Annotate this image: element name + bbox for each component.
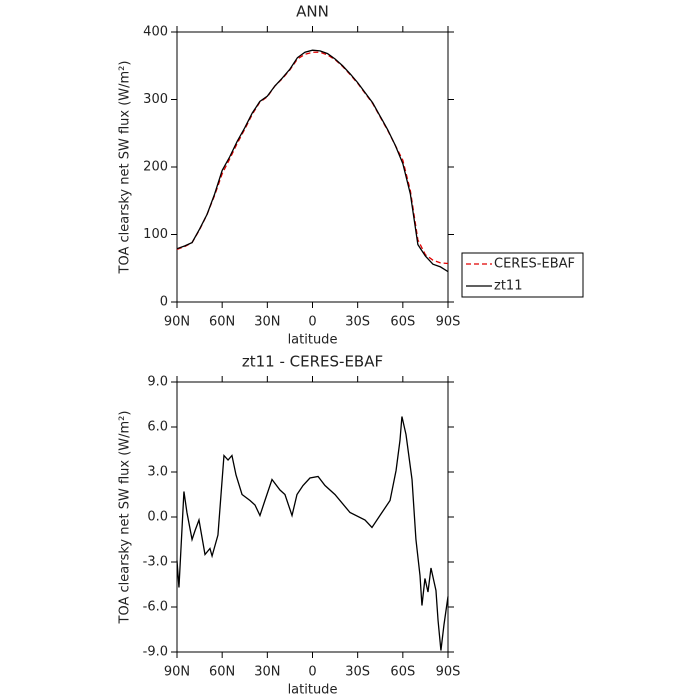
x-tick-label: 30S xyxy=(345,315,370,330)
y-tick-label: 0 xyxy=(160,295,168,310)
x-tick-label: 90N xyxy=(164,665,190,680)
y-axis-label: TOA clearsky net SW flux (W/m²) xyxy=(118,411,133,625)
y-tick-label: -6.0 xyxy=(143,600,168,615)
x-tick-label: 90S xyxy=(436,665,461,680)
y-tick-label: 9.0 xyxy=(147,375,168,390)
y-tick-label: -3.0 xyxy=(143,555,168,570)
y-tick-label: 100 xyxy=(143,227,168,242)
x-tick-label: 60S xyxy=(390,315,415,330)
y-tick-label: 3.0 xyxy=(147,465,168,480)
data-line xyxy=(176,51,449,265)
x-tick-label: 30S xyxy=(345,665,370,680)
x-tick-label: 60N xyxy=(209,315,235,330)
x-tick-label: 60S xyxy=(390,665,415,680)
legend-box xyxy=(461,252,584,298)
x-tick-label: 60N xyxy=(209,665,235,680)
chart-title: zt11 - CERES-EBAF xyxy=(242,353,383,371)
chart-title: ANN xyxy=(296,3,329,21)
y-tick-label: 6.0 xyxy=(147,420,168,435)
y-axis-label: TOA clearsky net SW flux (W/m²) xyxy=(118,61,133,275)
plot-frame xyxy=(176,381,449,653)
y-tick-label: 300 xyxy=(143,92,168,107)
y-tick-label: 200 xyxy=(143,160,168,175)
data-line xyxy=(176,49,449,273)
x-tick-label: 30N xyxy=(254,315,280,330)
x-axis-label: latitude xyxy=(288,683,338,698)
x-tick-label: 90S xyxy=(436,315,461,330)
plot-frame xyxy=(176,31,449,303)
y-tick-label: 400 xyxy=(143,25,168,40)
y-tick-label: -9.0 xyxy=(143,645,168,660)
legend-label: zt11 xyxy=(494,279,522,294)
x-tick-label: 0 xyxy=(308,665,316,680)
y-tick-label: 0.0 xyxy=(147,510,168,525)
x-axis-label: latitude xyxy=(288,333,338,348)
x-tick-label: 30N xyxy=(254,665,280,680)
data-line xyxy=(176,416,449,651)
x-tick-label: 0 xyxy=(308,315,316,330)
legend-label: CERES-EBAF xyxy=(494,257,575,272)
x-tick-label: 90N xyxy=(164,315,190,330)
